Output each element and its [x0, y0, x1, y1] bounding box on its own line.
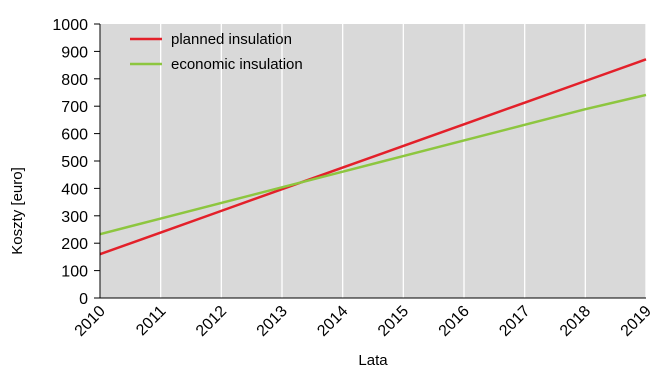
x-tick-label-2015: 2015: [375, 303, 412, 340]
legend-label-planned-insulation: planned insulation: [171, 31, 292, 48]
y-tick-label-600: 600: [61, 127, 88, 144]
y-tick-labels: 0 100 200 300 400 500 600 700 800 900 1000: [52, 17, 88, 308]
x-axis-label: Lata: [358, 352, 388, 369]
y-tick-label-100: 100: [61, 264, 88, 281]
y-tick-label-700: 700: [61, 99, 88, 116]
y-tick-label-500: 500: [61, 154, 88, 171]
y-tick-label-1000: 1000: [52, 17, 88, 34]
x-tick-label-2012: 2012: [193, 303, 230, 340]
y-tick-label-200: 200: [61, 236, 88, 253]
x-tick-label-2014: 2014: [314, 303, 351, 340]
grid-lines: [99, 24, 647, 298]
x-tick-label-2018: 2018: [557, 303, 594, 340]
y-tick-label-300: 300: [61, 209, 88, 226]
y-tick-label-0: 0: [79, 291, 88, 308]
y-tick-label-800: 800: [61, 72, 88, 89]
x-tick-label-2010: 2010: [72, 303, 109, 340]
y-axis-label: Koszty [euro]: [9, 167, 26, 255]
x-tick-label-2019: 2019: [618, 303, 651, 340]
y-tick-label-400: 400: [61, 181, 88, 198]
series-line-economic-insulation: [99, 93, 647, 236]
x-tick-label-2016: 2016: [436, 303, 473, 340]
legend-label-economic-insulation: economic insulation: [171, 56, 303, 73]
plot-area: [100, 24, 646, 298]
x-tick-label-2017: 2017: [496, 303, 533, 340]
legend: planned insulation economic insulation: [130, 31, 303, 73]
x-tick-label-2013: 2013: [254, 303, 291, 340]
series-line-planned-insulation: [99, 58, 647, 256]
axes: [94, 23, 646, 299]
x-tick-label-2011: 2011: [133, 303, 169, 339]
x-tick-labels: 2010 2011 2012 2013 2014 2015 2016 2017 2018 2019: [72, 303, 651, 340]
series-lines: [99, 58, 647, 256]
y-tick-label-900: 900: [61, 44, 88, 61]
